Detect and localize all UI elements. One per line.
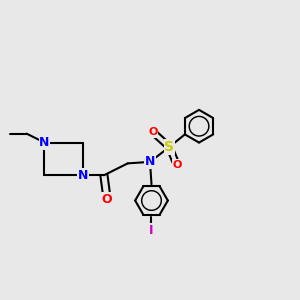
Text: N: N xyxy=(39,136,50,149)
Text: O: O xyxy=(148,127,158,137)
Text: N: N xyxy=(145,155,155,168)
Text: I: I xyxy=(149,224,154,237)
Text: S: S xyxy=(164,140,174,154)
Text: O: O xyxy=(172,160,182,170)
Text: N: N xyxy=(78,169,88,182)
Text: O: O xyxy=(102,193,112,206)
